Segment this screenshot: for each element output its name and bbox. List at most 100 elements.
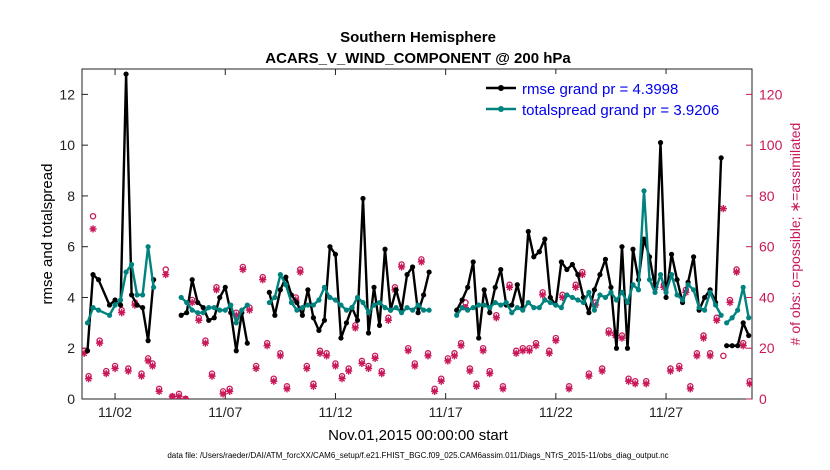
rmse-point (206, 317, 212, 323)
rmse-point (531, 254, 537, 260)
rmse-point (371, 284, 377, 290)
rmse-point (657, 140, 664, 146)
obs-assimilated-marker (148, 362, 157, 370)
obs-assimilated-marker (706, 352, 714, 360)
obs-assimilated-marker (424, 352, 432, 360)
spread-point (481, 302, 487, 308)
spread-point (553, 302, 559, 308)
spread-point (713, 302, 719, 308)
obs-assimilated-marker (666, 367, 675, 375)
y-tick-label: 6 (67, 239, 75, 255)
obs-assimilated-marker (545, 349, 553, 357)
rmse-point (674, 277, 680, 283)
spread-point (415, 302, 421, 308)
spread-point (106, 312, 113, 318)
spread-point (613, 297, 620, 303)
obs-assimilated-marker (208, 372, 216, 380)
spread-point (184, 299, 190, 306)
obs-assimilated-marker (693, 352, 701, 360)
rmse-point (184, 310, 190, 316)
obs-assimilated-marker (739, 342, 747, 350)
rmse-point (332, 251, 339, 257)
obs-assimilated-marker (144, 357, 152, 365)
obs-assimilated-marker (539, 291, 547, 299)
obs-assimilated-marker (624, 377, 633, 385)
legend: rmse grand pr = 4.3998 totalspread grand… (474, 74, 746, 120)
spread-point (735, 307, 741, 313)
spread-point (178, 294, 184, 301)
obs-assimilated-marker (492, 314, 500, 322)
obs-assimilated-marker (364, 364, 373, 373)
rmse-point (702, 294, 708, 301)
spread-point (558, 305, 564, 311)
obs-assimilated-marker (309, 382, 318, 390)
rmse-point (327, 244, 333, 250)
x-axis-label: Nov.01,2015 00:00:00 start (328, 427, 509, 444)
obs-assimilated-marker (699, 334, 708, 342)
spread-point (514, 305, 520, 311)
obs-possible-marker (754, 277, 759, 282)
rmse-point (211, 315, 217, 321)
rmse-point (586, 310, 592, 316)
rmse-point (729, 343, 735, 349)
rmse-point (591, 287, 598, 293)
spread-point (327, 294, 333, 301)
spread-point (536, 305, 542, 311)
spread-point (206, 305, 212, 311)
spread-point (371, 302, 377, 308)
obs-assimilated-marker (219, 390, 227, 398)
obs-assimilated-marker (85, 375, 93, 383)
rmse-point (189, 277, 195, 283)
rmse-point (465, 284, 471, 290)
obs-assimilated-marker (585, 372, 593, 380)
spread-point (128, 261, 135, 268)
spread-point (409, 307, 416, 313)
rmse-point (310, 315, 317, 321)
y-tick-label-right: 0 (759, 391, 767, 407)
spread-point (195, 310, 201, 316)
x-tick-labels: 11/02 11/07 11/12 11/17 11/22 11/27 (98, 404, 683, 420)
obs-assimilated-marker (263, 342, 271, 350)
obs-assimilated-marker (175, 392, 183, 399)
spread-point (387, 307, 394, 313)
obs-assimilated-marker (732, 268, 741, 276)
obs-assimilated-marker (437, 377, 445, 385)
rmse-point (272, 312, 278, 318)
x-tick-label: 11/12 (318, 404, 352, 420)
rmse-point (117, 302, 124, 308)
obs-assimilated-marker (525, 347, 534, 355)
spread-point (685, 282, 691, 288)
x-tick-label: 11/07 (208, 404, 242, 420)
rmse-point (740, 320, 746, 326)
rmse-point (476, 335, 482, 341)
obs-assimilated-marker (384, 316, 392, 324)
obs-assimilated-marker (137, 372, 146, 380)
spread-point (321, 284, 328, 290)
legend-rmse-label: rmse grand pr = 4.3998 (522, 81, 678, 98)
obs-assimilated-marker (102, 370, 110, 378)
rmse-point (536, 249, 542, 255)
x-tick-label: 11/02 (98, 404, 132, 420)
rmse-point (608, 284, 614, 290)
spread-point (465, 307, 471, 313)
rmse-point (321, 317, 328, 323)
rmse-point (277, 287, 283, 293)
obs-assimilated-marker (338, 375, 346, 383)
obs-assimilated-marker (512, 349, 520, 357)
spread-point (112, 302, 118, 308)
obs-assimilated-marker (417, 258, 426, 266)
spread-point (272, 294, 278, 301)
spread-point (393, 305, 399, 311)
spread-point (580, 299, 586, 306)
rmse-point (404, 272, 410, 278)
obs-assimilated-marker (259, 276, 267, 284)
spread-point (228, 302, 234, 308)
obs-assimilated-marker (631, 380, 639, 388)
rmse-point (299, 312, 305, 318)
obs-assimilated-marker (572, 283, 580, 291)
spread-point (492, 299, 498, 306)
y-tick-label-right: 100 (759, 137, 783, 153)
rmse-point (128, 292, 135, 298)
obs-assimilated-marker (270, 377, 278, 385)
spread-point (724, 320, 730, 326)
